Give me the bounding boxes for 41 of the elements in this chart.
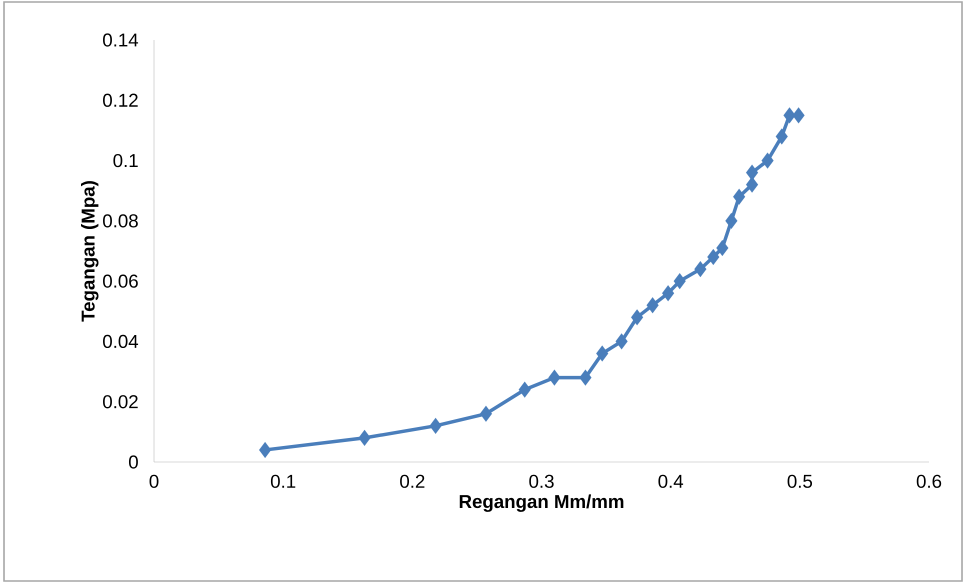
x-tick-label: 0 xyxy=(150,474,158,488)
point xyxy=(646,297,659,314)
point xyxy=(430,418,442,434)
y-axis-title: Tegangan (Mpa) xyxy=(80,181,98,322)
point xyxy=(616,333,628,350)
point xyxy=(707,248,720,266)
point xyxy=(631,309,644,326)
point xyxy=(358,430,371,446)
point xyxy=(783,107,796,124)
point xyxy=(725,212,738,229)
point xyxy=(761,152,774,169)
point xyxy=(579,370,592,386)
point xyxy=(746,164,758,181)
y-tick-label: 0.04 xyxy=(103,334,138,348)
point xyxy=(792,107,805,124)
x-tick-label: 0.3 xyxy=(529,474,554,488)
point xyxy=(694,261,706,278)
point xyxy=(480,406,492,422)
point xyxy=(716,240,728,256)
point xyxy=(662,285,674,302)
x-tick-label: 0.6 xyxy=(916,474,942,488)
point xyxy=(548,370,561,386)
point xyxy=(746,176,758,193)
point xyxy=(674,273,686,290)
x-tick-label: 0.1 xyxy=(270,474,296,488)
point xyxy=(733,188,746,205)
x-axis-title: Regangan Mm/mm xyxy=(460,494,624,512)
y-tick-label: 0.1 xyxy=(113,154,138,168)
x-tick-label: 0.2 xyxy=(400,474,424,488)
point xyxy=(518,382,531,398)
point xyxy=(776,128,788,145)
y-tick-label: 0 xyxy=(128,455,138,469)
x-tick-label: 0.4 xyxy=(658,474,684,488)
y-tick-label: 0.02 xyxy=(103,395,138,408)
point xyxy=(259,442,272,458)
y-tick-label: 0.06 xyxy=(103,274,138,288)
y-tick-label: 0.12 xyxy=(103,94,138,107)
y-tick-label: 0.14 xyxy=(103,33,138,47)
point xyxy=(596,345,608,362)
y-tick-label: 0.08 xyxy=(103,214,138,228)
x-tick-label: 0.5 xyxy=(788,474,812,488)
